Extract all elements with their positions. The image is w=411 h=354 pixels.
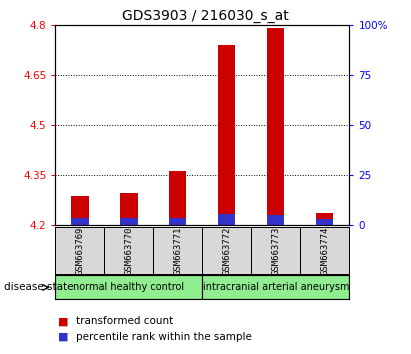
Text: GDS3903 / 216030_s_at: GDS3903 / 216030_s_at: [122, 9, 289, 23]
Text: ■: ■: [58, 332, 68, 342]
Bar: [169, 218, 187, 225]
Bar: [202, 275, 349, 299]
Bar: [120, 193, 138, 225]
Text: percentile rank within the sample: percentile rank within the sample: [76, 332, 252, 342]
Text: normal healthy control: normal healthy control: [74, 282, 185, 292]
Bar: [169, 171, 187, 225]
Bar: [72, 196, 88, 225]
Bar: [55, 275, 202, 299]
Text: GSM663774: GSM663774: [320, 226, 329, 275]
Text: ■: ■: [58, 316, 68, 326]
Bar: [72, 218, 88, 225]
Text: GSM663770: GSM663770: [125, 226, 134, 275]
Text: GSM663769: GSM663769: [76, 226, 85, 275]
Text: GSM663771: GSM663771: [173, 226, 182, 275]
Text: transformed count: transformed count: [76, 316, 173, 326]
Bar: [218, 45, 236, 225]
Bar: [218, 214, 236, 225]
Bar: [267, 215, 284, 225]
Text: disease state: disease state: [4, 282, 74, 292]
Text: GSM663773: GSM663773: [271, 226, 280, 275]
Text: intracranial arterial aneurysm: intracranial arterial aneurysm: [203, 282, 349, 292]
Bar: [267, 28, 284, 225]
Bar: [120, 218, 138, 225]
Bar: [316, 213, 333, 225]
Text: GSM663772: GSM663772: [222, 226, 231, 275]
Bar: [316, 219, 333, 225]
